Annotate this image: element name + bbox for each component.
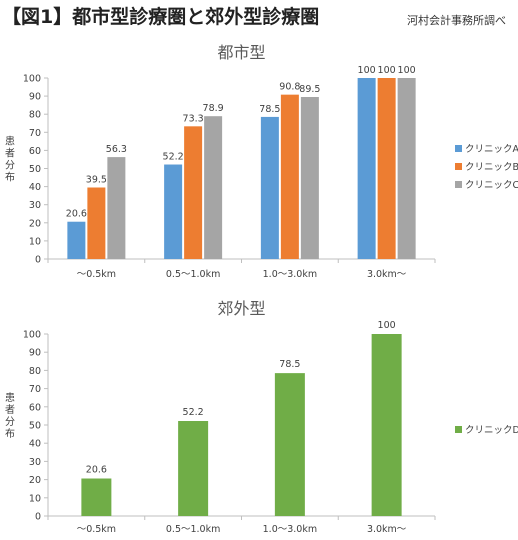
urban-data-label: 100 [398,65,416,76]
urban-bar [357,78,376,259]
urban-bar [164,164,183,259]
suburban-bar [371,334,402,516]
urban-legend-swatch [455,163,462,170]
suburban-bar [81,478,112,516]
urban-legend-label: クリニックB [465,162,518,173]
figure-title: 【図1】都市型診療圏と郊外型診療圏 [2,6,320,28]
urban-y-tick-label: 30 [29,200,41,211]
urban-bar [184,126,203,260]
urban-y-tick-label: 60 [29,146,41,157]
urban-data-label: 89.5 [299,84,320,95]
suburban-legend-label: クリニックD [465,425,518,436]
urban-bar [204,116,223,259]
suburban-data-label: 78.5 [279,359,300,370]
suburban-bar [178,420,209,516]
urban-y-tick-label: 40 [29,182,41,193]
urban-bar [67,221,86,259]
urban-y-axis-label: 患者分布 [5,136,15,184]
urban-y-tick-label: 0 [35,255,41,266]
suburban-bar [274,373,305,516]
urban-bar [300,97,319,259]
suburban-y-tick-label: 50 [29,421,41,432]
urban-y-tick-label: 10 [29,236,41,247]
urban-legend-label: クリニックA [465,144,518,155]
source-note: 河村会計事務所調べ [407,14,506,27]
urban-data-label: 20.6 [66,209,87,220]
urban-legend-swatch [455,145,462,152]
urban-data-label: 78.5 [259,104,280,115]
suburban-y-tick-label: 20 [29,475,41,486]
urban-category-label: 〜0.5km [77,269,116,280]
suburban-y-tick-label: 0 [35,512,41,523]
urban-bar [280,94,299,259]
urban-category-label: 0.5〜1.0km [166,269,220,280]
urban-data-label: 90.8 [279,82,300,93]
urban-data-label: 73.3 [183,113,204,124]
urban-y-tick-label: 90 [29,92,41,103]
urban-bar [260,116,279,259]
suburban-category-label: 3.0km〜 [367,524,407,535]
suburban-y-tick-label: 60 [29,402,41,413]
suburban-data-label: 100 [378,320,396,331]
urban-legend-swatch [455,181,462,188]
suburban-y-tick-label: 40 [29,439,41,450]
urban-data-label: 56.3 [106,144,127,155]
urban-bar [87,187,106,259]
urban-data-label: 78.9 [203,103,224,114]
urban-data-label: 100 [378,65,396,76]
suburban-y-axis-label: 患者分布 [5,392,15,440]
urban-category-label: 1.0〜3.0km [263,269,317,280]
suburban-chart: 郊外型患者分布 0 10 20 30 40 50 60 70 80 90 100 〜0.5km 20.6 0… [0,296,518,540]
urban-y-tick-label: 50 [29,164,41,175]
suburban-y-tick-label: 70 [29,384,41,395]
urban-bar [397,78,416,259]
suburban-y-tick-label: 100 [23,330,41,341]
urban-data-label: 52.2 [163,152,184,163]
suburban-y-tick-label: 30 [29,457,41,468]
suburban-category-label: 1.0〜3.0km [263,524,317,535]
suburban-legend-swatch [455,426,462,433]
urban-y-tick-label: 80 [29,110,41,121]
urban-y-tick-label: 70 [29,128,41,139]
suburban-data-label: 52.2 [183,407,204,418]
urban-category-label: 3.0km〜 [367,269,407,280]
urban-bar [377,78,396,259]
urban-y-tick-label: 20 [29,218,41,229]
urban-bar [107,157,126,259]
urban-y-tick-label: 100 [23,74,41,85]
suburban-y-tick-label: 10 [29,493,41,504]
suburban-data-label: 20.6 [86,465,107,476]
urban-data-label: 100 [358,65,376,76]
urban-data-label: 39.5 [86,175,107,186]
suburban-category-label: 〜0.5km [77,524,116,535]
urban-chart-title: 都市型 [217,43,265,62]
urban-legend-label: クリニックC [465,180,518,191]
urban-chart: 都市型患者分布 0 10 20 30 40 50 60 70 80 90 100 〜0.5km 20.6 3… [0,36,518,292]
suburban-y-tick-label: 90 [29,348,41,359]
suburban-y-tick-label: 80 [29,366,41,377]
suburban-chart-title: 郊外型 [217,299,265,318]
suburban-category-label: 0.5〜1.0km [166,524,220,535]
